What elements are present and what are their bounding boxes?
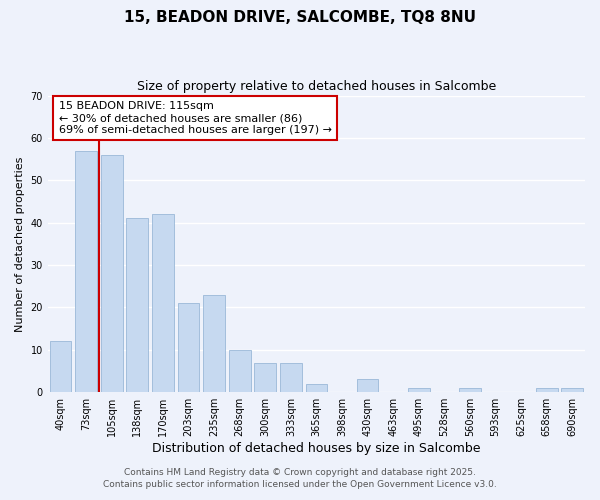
Title: Size of property relative to detached houses in Salcombe: Size of property relative to detached ho… [137, 80, 496, 93]
Bar [356, 380, 379, 392]
Bar [127, 218, 148, 392]
Bar [203, 294, 225, 392]
Text: Contains HM Land Registry data © Crown copyright and database right 2025.
Contai: Contains HM Land Registry data © Crown c… [103, 468, 497, 489]
Bar [280, 362, 302, 392]
Bar [152, 214, 174, 392]
Bar [254, 362, 276, 392]
Bar [75, 150, 97, 392]
Text: 15, BEADON DRIVE, SALCOMBE, TQ8 8NU: 15, BEADON DRIVE, SALCOMBE, TQ8 8NU [124, 10, 476, 25]
Bar [178, 303, 199, 392]
X-axis label: Distribution of detached houses by size in Salcombe: Distribution of detached houses by size … [152, 442, 481, 455]
Bar [459, 388, 481, 392]
Bar [229, 350, 251, 392]
Text: 15 BEADON DRIVE: 115sqm
← 30% of detached houses are smaller (86)
69% of semi-de: 15 BEADON DRIVE: 115sqm ← 30% of detache… [59, 102, 332, 134]
Bar [101, 155, 122, 392]
Y-axis label: Number of detached properties: Number of detached properties [15, 156, 25, 332]
Bar [408, 388, 430, 392]
Bar [305, 384, 327, 392]
Bar [536, 388, 557, 392]
Bar [562, 388, 583, 392]
Bar [50, 342, 71, 392]
